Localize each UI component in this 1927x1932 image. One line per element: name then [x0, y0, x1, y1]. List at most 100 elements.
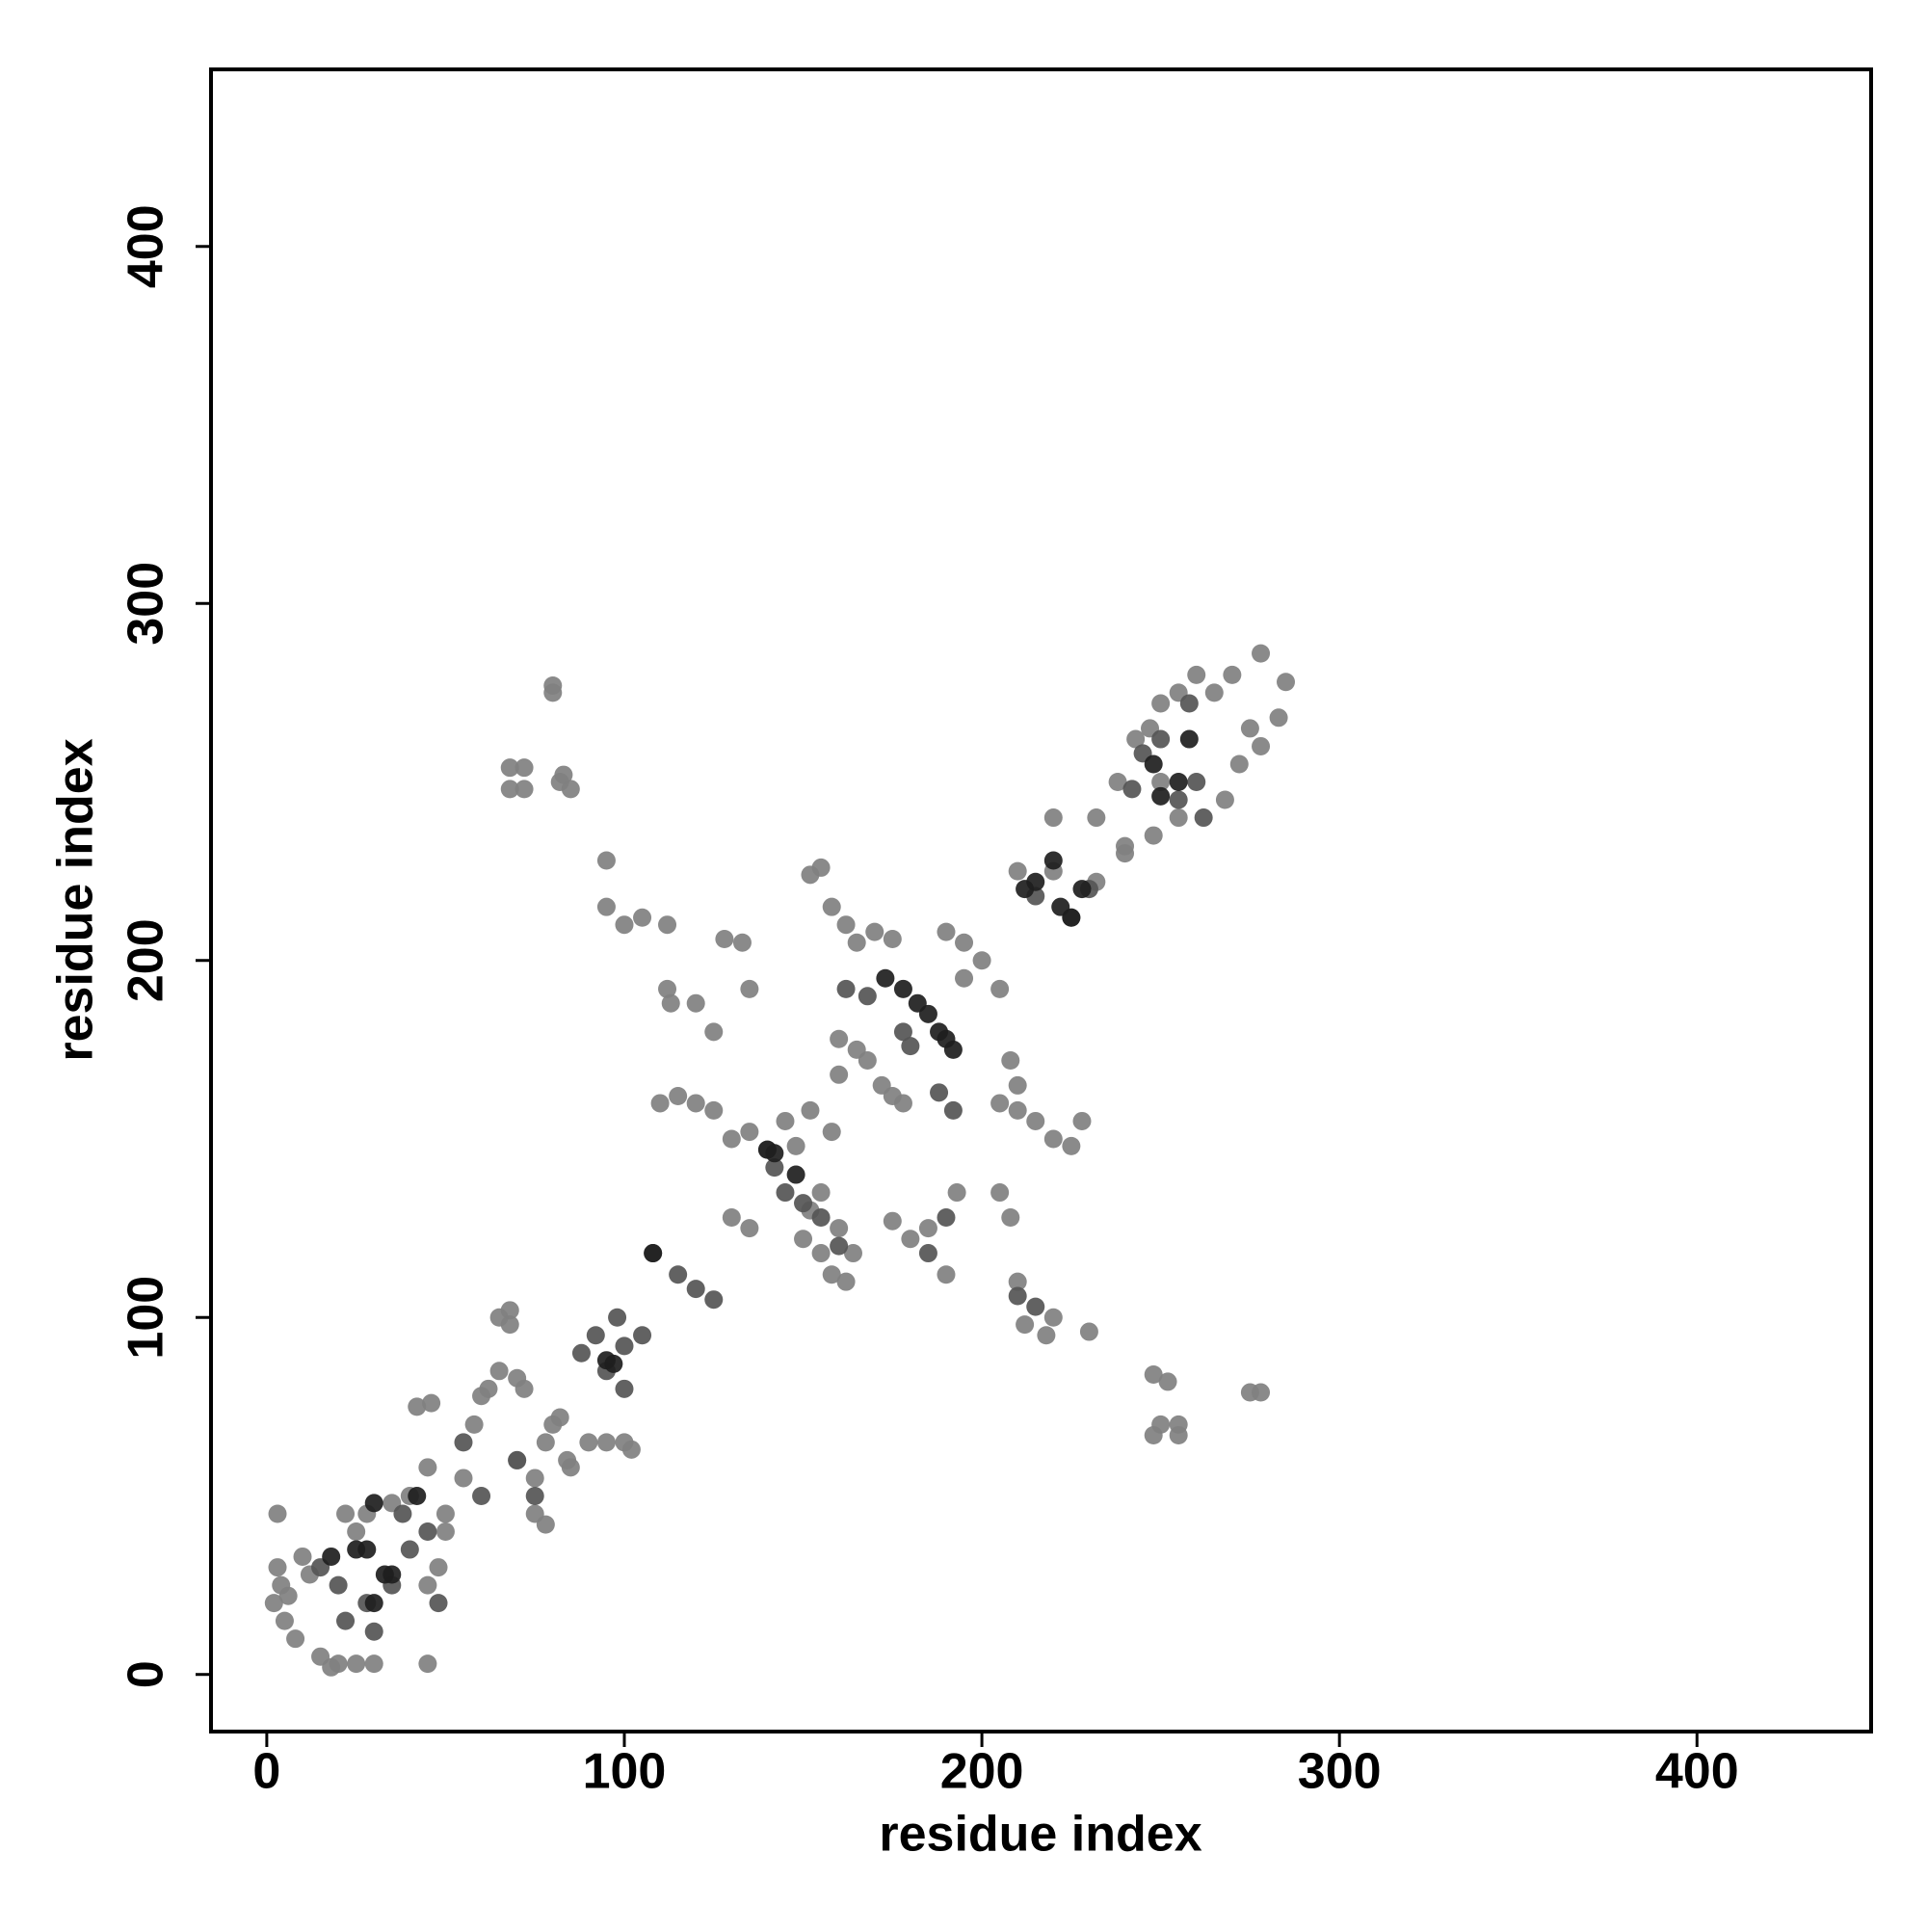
- point: [436, 1504, 455, 1523]
- point: [515, 780, 534, 799]
- point: [322, 1547, 341, 1566]
- point: [1026, 1297, 1045, 1316]
- point: [658, 915, 677, 935]
- point: [1151, 786, 1171, 806]
- point: [1008, 1075, 1027, 1095]
- point: [686, 1094, 705, 1113]
- point: [830, 1219, 849, 1238]
- point: [436, 1522, 455, 1542]
- point: [918, 1219, 937, 1238]
- point: [740, 1219, 759, 1238]
- point: [1043, 1129, 1063, 1149]
- point: [801, 1100, 820, 1120]
- point: [811, 1207, 831, 1227]
- x-tick-label: 400: [1655, 1744, 1739, 1800]
- point: [604, 1354, 623, 1373]
- point: [943, 1040, 963, 1059]
- point: [1108, 772, 1127, 791]
- point: [408, 1397, 427, 1416]
- point: [418, 1654, 437, 1674]
- point: [955, 968, 974, 988]
- point: [579, 1433, 598, 1452]
- point: [1043, 851, 1063, 870]
- point: [943, 1100, 963, 1120]
- point: [515, 1379, 534, 1398]
- point: [336, 1504, 356, 1523]
- point: [1169, 790, 1188, 809]
- point: [918, 1004, 937, 1023]
- point: [883, 930, 902, 949]
- x-tick-label: 300: [1298, 1744, 1382, 1800]
- point: [811, 1244, 831, 1263]
- point: [865, 922, 884, 941]
- point: [1144, 1365, 1163, 1385]
- point: [393, 1504, 412, 1523]
- point: [286, 1629, 305, 1649]
- point: [1223, 665, 1242, 684]
- point: [937, 1265, 956, 1284]
- point: [454, 1433, 473, 1452]
- point: [876, 968, 895, 988]
- point: [500, 758, 519, 778]
- point: [561, 780, 580, 799]
- point: [400, 1540, 419, 1559]
- point: [1204, 683, 1224, 702]
- point: [858, 987, 877, 1006]
- point: [811, 1183, 831, 1203]
- point: [1151, 729, 1171, 749]
- point: [990, 1094, 1010, 1113]
- point: [1008, 1100, 1027, 1120]
- point: [329, 1654, 348, 1674]
- point: [408, 1486, 427, 1505]
- point: [794, 1194, 813, 1213]
- point: [268, 1504, 287, 1523]
- point: [1008, 861, 1027, 881]
- point: [500, 1315, 519, 1335]
- point: [1026, 872, 1045, 891]
- point: [621, 1440, 641, 1459]
- point: [1001, 1207, 1020, 1227]
- point: [1179, 694, 1199, 713]
- point: [1122, 780, 1142, 799]
- point: [364, 1622, 383, 1641]
- point: [1037, 1326, 1056, 1345]
- point: [1008, 1286, 1027, 1306]
- point: [429, 1558, 448, 1577]
- point: [715, 930, 734, 949]
- point: [836, 1272, 856, 1291]
- y-tick-label: 300: [119, 562, 174, 646]
- point: [822, 897, 841, 916]
- point: [1144, 1425, 1163, 1444]
- point: [893, 1022, 912, 1042]
- point: [658, 979, 677, 998]
- point: [1116, 844, 1135, 863]
- point: [1144, 826, 1163, 845]
- point: [264, 1594, 283, 1613]
- x-tick-label: 100: [583, 1744, 667, 1800]
- y-tick-label: 200: [119, 918, 174, 1002]
- point: [508, 1450, 527, 1469]
- point: [347, 1654, 366, 1674]
- point: [596, 897, 616, 916]
- point: [278, 1586, 298, 1605]
- point: [615, 915, 634, 935]
- point: [1001, 1050, 1020, 1070]
- x-tick-label: 0: [252, 1744, 280, 1800]
- point: [525, 1486, 544, 1505]
- point: [786, 1136, 805, 1155]
- point: [500, 1301, 519, 1320]
- point: [811, 858, 831, 877]
- plot-frame: [209, 67, 1873, 1734]
- point: [972, 951, 991, 970]
- point: [1240, 719, 1259, 738]
- point: [704, 1100, 724, 1120]
- point: [1151, 772, 1171, 791]
- point: [822, 1123, 841, 1142]
- point: [704, 1022, 724, 1042]
- point: [740, 1123, 759, 1142]
- point: [1026, 1111, 1045, 1130]
- point: [536, 1433, 555, 1452]
- point: [883, 1211, 902, 1231]
